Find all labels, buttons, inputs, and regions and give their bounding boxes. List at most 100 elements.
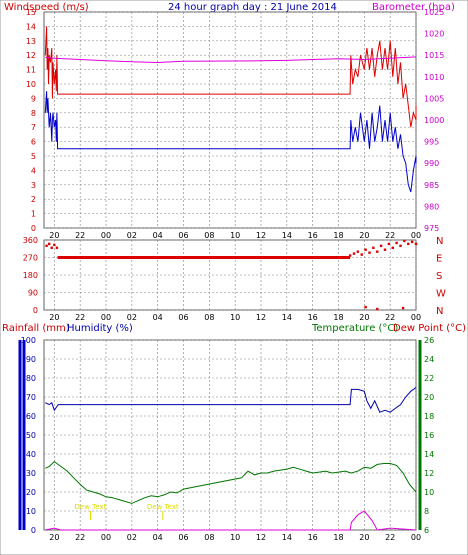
panel-3-y2-tick-label: 8	[424, 507, 429, 516]
panel-3-y-tick-label: 100	[21, 336, 36, 345]
panel-1-x-tick-label: 20	[49, 231, 59, 240]
panel-3-y-tick-label: 20	[26, 488, 36, 497]
panel-1-x-tick-label: 02	[127, 231, 137, 240]
panel-3-x-tick-label: 22	[75, 533, 85, 542]
panel-3-y-tick-label: 30	[26, 469, 36, 478]
panel-2-direction-point	[47, 242, 51, 246]
panel-3-series-rain	[45, 510, 417, 531]
panel-1-x-tick-label: 16	[308, 231, 318, 240]
panel-3-x-tick-label: 04	[153, 533, 163, 542]
panel-2-x-tick-label: 22	[75, 313, 85, 322]
humidity-axis-label: Humidity (%)	[67, 323, 133, 334]
panel-2-direction-point	[45, 244, 48, 248]
panel-1-series-average	[44, 91, 417, 193]
panel-2-direction-point	[55, 246, 59, 249]
panel-1-y-tick-label: 11	[26, 66, 36, 75]
panel-3-series-humidity	[45, 387, 417, 413]
panel-1-series-barometer	[45, 56, 417, 64]
panel-2-compass-label: N	[436, 236, 443, 247]
panel-3-y-tick-label: 90	[26, 355, 36, 364]
panel-3-y2-tick-label: 22	[424, 374, 434, 383]
panel-1-y2-tick-label: 1000	[424, 116, 444, 125]
panel-3-y-tick-label: 60	[26, 412, 36, 421]
panel-1-y-tick-label: 1	[31, 210, 36, 219]
panel-1-y2-tick-label: 1020	[424, 30, 444, 39]
panel-2-x-tick-label: 08	[204, 313, 214, 322]
panel-3-x-tick-label: 20	[359, 533, 369, 542]
panel-2-compass-label: S	[436, 271, 442, 282]
panel-2-direction-point	[399, 244, 402, 248]
panel-1-x-tick-label: 00	[411, 231, 421, 240]
panel-1-y2-tick-label: 975	[424, 224, 439, 233]
panel-2-x-tick-label: 00	[411, 313, 421, 322]
panel-3-y-tick-label: 50	[26, 431, 36, 440]
panel-2-direction-point	[376, 307, 379, 311]
panel-2-direction-point	[352, 252, 356, 255]
panel-2-compass-label: N	[436, 306, 443, 317]
panel-1-x-tick-label: 20	[359, 231, 369, 240]
panel-3-y2-tick-label: 20	[424, 393, 434, 402]
panel-2-direction-point	[383, 248, 387, 251]
panel-2-y-tick-label: 0	[33, 306, 38, 315]
panel-3-y-tick-label: 70	[26, 393, 36, 402]
panel-1-y-tick-label: 3	[31, 181, 36, 190]
panel-2-y-tick-label: 360	[23, 236, 38, 245]
panel-3-x-tick-label: 08	[204, 533, 214, 542]
panel-2-direction-point	[407, 242, 410, 246]
panel-1-y-tick-label: 9	[31, 94, 36, 103]
panel-3-y2-tick-label: 18	[424, 412, 434, 421]
panel-1-y2-tick-label: 1015	[424, 51, 444, 60]
panel-2-direction-point	[410, 240, 414, 244]
panel-3-annotation-label: Dew Text	[75, 503, 107, 511]
panel-3-y2-tick-label: 14	[424, 450, 434, 459]
panel-3-x-tick-label: 12	[256, 533, 266, 542]
panel-3-x-tick-label: 18	[333, 533, 343, 542]
panel-1-y-tick-label: 10	[26, 80, 36, 89]
panel-1-x-tick-label: 00	[101, 231, 111, 240]
panel-2-compass-label: W	[436, 289, 446, 300]
panel-2-x-tick-label: 18	[333, 313, 343, 322]
panel-2-y-tick-label: 180	[23, 271, 38, 280]
panel-1-y2-tick-label: 995	[424, 138, 439, 147]
panel-1-y-tick-label: 4	[31, 166, 36, 175]
panel-3-x-tick-label: 00	[411, 533, 421, 542]
panel-1-y-tick-label: 7	[31, 123, 36, 132]
panel-2-direction-point	[403, 239, 406, 243]
panel-1-y-tick-label: 5	[31, 152, 36, 161]
panel-2-x-tick-label: 04	[153, 313, 163, 322]
panel-2-y-tick-label: 90	[28, 289, 38, 298]
panel-2-direction-point	[387, 242, 391, 246]
panel-3-y-tick-label: 40	[26, 450, 36, 459]
panel-2-x-tick-label: 20	[49, 313, 59, 322]
panel-3-series-temperature	[45, 460, 417, 504]
panel-2-direction-point	[364, 305, 367, 309]
panel-3-x-tick-label: 06	[178, 533, 188, 542]
panel-1-y2-tick-label: 985	[424, 181, 439, 190]
panel-2-direction-point	[395, 241, 398, 245]
panel-2-direction-point	[372, 246, 375, 249]
panel-2-direction-point	[391, 246, 394, 249]
panel-2-direction-point	[360, 253, 363, 256]
panel-3-y-tick-label: 0	[31, 526, 36, 535]
windspeed-axis-label: Windspeed (m/s)	[4, 2, 89, 13]
dewpoint-axis-label: Dew Point (°C)	[393, 323, 466, 334]
panel-1-y2-tick-label: 1010	[424, 73, 444, 82]
panel-3-y2-tick-label: 24	[424, 355, 434, 364]
panel-3-y2-tick-label: 16	[424, 431, 434, 440]
panel-1-y-tick-label: 6	[31, 138, 36, 147]
panel-3-x-tick-label: 20	[49, 533, 59, 542]
barometer-axis-label: Barometer (hpa)	[372, 2, 455, 13]
panel-2-x-tick-label: 00	[101, 313, 111, 322]
panel-3-y2-tick-label: 12	[424, 469, 434, 478]
panel-1-x-tick-label: 14	[282, 231, 292, 240]
panel-1-y2-tick-label: 980	[424, 202, 439, 211]
panel-2-x-tick-label: 16	[308, 313, 318, 322]
panel-3-x-tick-label: 00	[101, 533, 111, 542]
panel-2-x-tick-label: 20	[359, 313, 369, 322]
panel-1-y-tick-label: 15	[26, 8, 36, 17]
panel-1-x-tick-label: 08	[204, 231, 214, 240]
panel-1-y-tick-label: 2	[31, 195, 36, 204]
panel-3-x-tick-label: 10	[230, 533, 240, 542]
panel-1-x-tick-label: 22	[385, 231, 395, 240]
